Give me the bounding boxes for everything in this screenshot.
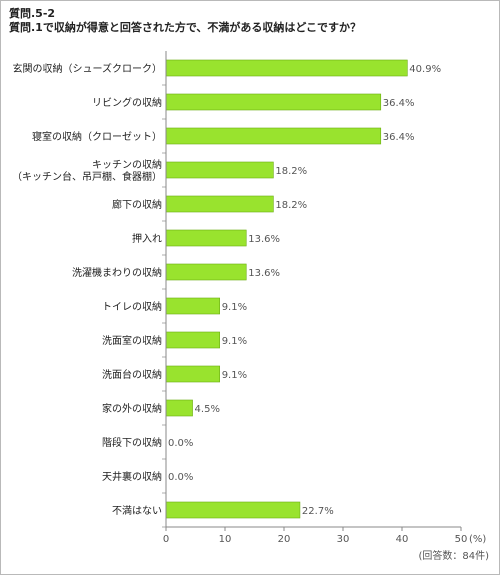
value-label-5: 13.6% bbox=[248, 234, 280, 245]
category-label-7: トイレの収納 bbox=[102, 300, 162, 313]
category-label-9: 洗面台の収納 bbox=[102, 368, 162, 381]
bar-0 bbox=[165, 59, 408, 77]
value-label-8: 9.1% bbox=[222, 336, 247, 347]
x-tick-label-5: 50 bbox=[455, 534, 468, 545]
bar-8 bbox=[165, 331, 220, 349]
value-label-11: 0.0% bbox=[168, 438, 193, 449]
value-label-7: 9.1% bbox=[222, 302, 247, 313]
x-tick-label-4: 40 bbox=[396, 534, 409, 545]
value-label-9: 9.1% bbox=[222, 370, 247, 381]
category-label-0: 玄関の収納（シューズクローク） bbox=[13, 62, 163, 75]
x-tick-label-2: 20 bbox=[278, 534, 291, 545]
bar-1 bbox=[165, 93, 382, 111]
bar-7 bbox=[165, 297, 220, 315]
value-label-3: 18.2% bbox=[275, 166, 307, 177]
x-tick-label-0: 0 bbox=[163, 534, 169, 545]
value-label-10: 4.5% bbox=[195, 404, 220, 415]
chart-title: 質問.5-2 質問.1で収納が得意と回答された方で、不満がある収納はどこですか？ bbox=[9, 7, 361, 35]
bar-4 bbox=[165, 195, 274, 213]
response-count-note: (回答数：84件) bbox=[418, 549, 489, 562]
bar-5 bbox=[165, 229, 247, 247]
category-label-8: 洗面室の収納 bbox=[102, 334, 162, 347]
bar-9 bbox=[165, 365, 220, 383]
category-label-13: 不満はない bbox=[112, 505, 162, 517]
bar-2 bbox=[165, 127, 382, 145]
x-tick-label-3: 30 bbox=[337, 534, 350, 545]
value-label-2: 36.4% bbox=[383, 132, 415, 143]
value-label-13: 22.7% bbox=[302, 506, 334, 517]
category-label-12: 天井裏の収納 bbox=[102, 470, 162, 483]
bar-13 bbox=[165, 501, 301, 519]
bar-6 bbox=[165, 263, 247, 281]
x-axis-unit: (%) bbox=[469, 534, 486, 545]
category-label-2: 寝室の収納（クローゼット） bbox=[32, 130, 162, 143]
category-label-3-1: （キッチン台、吊戸棚、食器棚） bbox=[12, 170, 162, 183]
x-tick-label-1: 10 bbox=[219, 534, 232, 545]
value-label-12: 0.0% bbox=[168, 472, 193, 483]
category-label-5: 押入れ bbox=[132, 232, 162, 245]
category-label-10: 家の外の収納 bbox=[102, 402, 162, 415]
value-label-6: 13.6% bbox=[248, 268, 280, 279]
question-number: 質問.5-2 bbox=[9, 7, 56, 20]
category-label-3-0: キッチンの収納 bbox=[92, 158, 162, 171]
question-text: 質問.1で収納が得意と回答された方で、不満がある収納はどこですか？ bbox=[9, 21, 362, 34]
value-label-4: 18.2% bbox=[275, 200, 307, 211]
category-label-1: リビングの収納 bbox=[92, 96, 162, 109]
category-label-11: 階段下の収納 bbox=[102, 436, 162, 449]
value-label-0: 40.9% bbox=[409, 64, 441, 75]
bar-3 bbox=[165, 161, 274, 179]
bar-10 bbox=[165, 399, 193, 417]
category-label-4: 廊下の収納 bbox=[112, 198, 162, 211]
category-label-6: 洗濯機まわりの収納 bbox=[72, 266, 162, 279]
value-label-1: 36.4% bbox=[383, 98, 415, 109]
